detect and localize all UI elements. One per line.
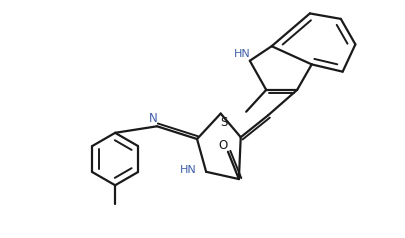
Text: HN: HN xyxy=(180,165,197,175)
Text: O: O xyxy=(218,139,227,152)
Text: S: S xyxy=(221,116,228,129)
Text: HN: HN xyxy=(233,49,250,59)
Text: N: N xyxy=(149,112,158,125)
